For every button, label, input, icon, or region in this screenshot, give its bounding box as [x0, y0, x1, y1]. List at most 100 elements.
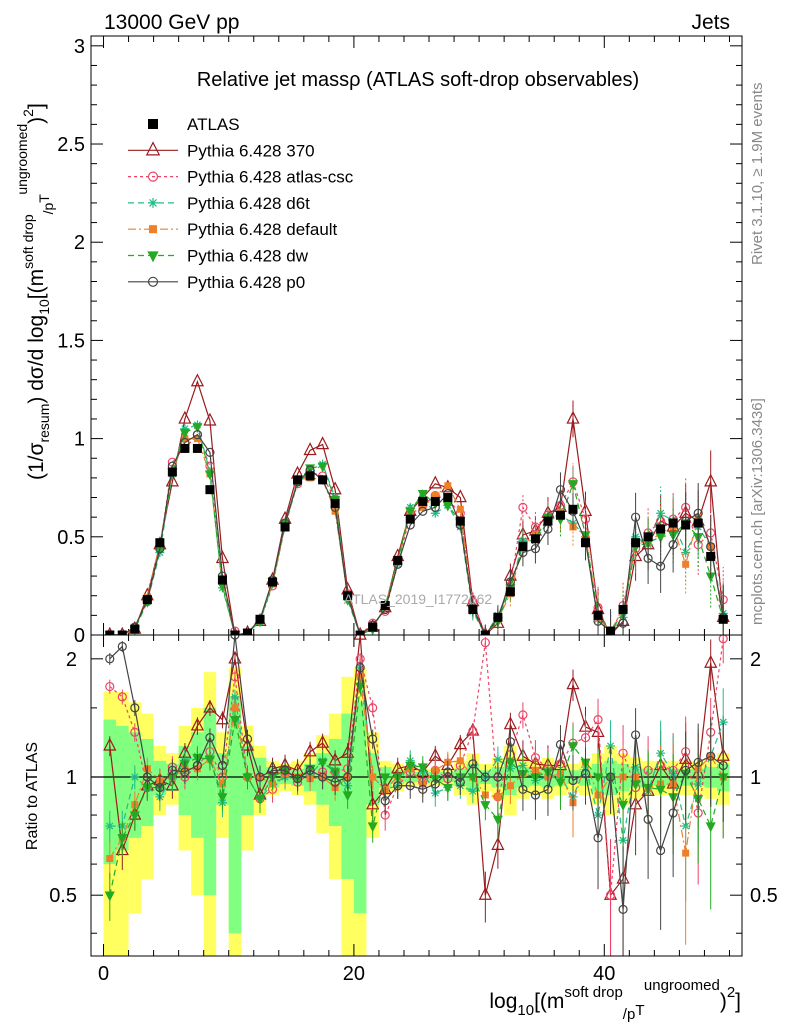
data-point-atlas	[293, 475, 303, 485]
ratio-point-pythia-6-428-370	[353, 635, 367, 640]
ratio-point-pythia-6-428-dw	[480, 801, 491, 811]
y-tick-label-main: 2.5	[57, 134, 85, 156]
data-point-atlas	[117, 630, 127, 635]
ratio-point-pythia-6-428-dw	[104, 891, 115, 902]
ratio-point-pythia-6-428-p0	[255, 772, 265, 782]
legend-marker-pythia-6-428-dw	[147, 251, 159, 263]
y-tick-label-ratio-right: 1	[750, 767, 761, 789]
data-point-pythia-6-428-370	[165, 473, 179, 487]
ratio-point-pythia-6-428-p0	[318, 772, 328, 782]
ratio-point-pythia-6-428-370	[453, 736, 467, 750]
ratio-point-pythia-6-428-dw	[630, 780, 641, 791]
legend: ATLAS Pythia 6.428 370 Pythia 6.428 atlas-…	[128, 115, 354, 292]
ratio-point-pythia-6-428-p0	[155, 782, 165, 793]
ratio-point-pythia-6-428-atlas-csc	[593, 715, 603, 725]
y-axis-label-part: ]	[25, 103, 48, 109]
legend-marker-pythia-6-428-p0	[147, 276, 159, 287]
data-point-pythia-6-428-default	[456, 505, 464, 513]
data-point-atlas	[155, 538, 165, 548]
data-point-pythia-6-428-370	[428, 475, 442, 489]
data-point-atlas	[418, 496, 428, 506]
data-point-pythia-6-428-d6t	[405, 502, 415, 512]
data-point-atlas	[606, 626, 616, 635]
data-point-atlas	[468, 604, 478, 614]
data-point-pythia-6-428-p0	[555, 485, 566, 495]
data-point-pythia-6-428-d6t	[180, 424, 190, 434]
data-point-atlas	[192, 443, 202, 453]
ratio-point-pythia-6-428-p0	[242, 734, 253, 744]
y-axis-label-ratio: Ratio to ATLAS	[24, 742, 41, 850]
legend-marker-pythia-6-428-d6t	[148, 197, 158, 208]
data-point-pythia-6-428-p0	[693, 508, 703, 518]
data-point-atlas	[593, 610, 603, 620]
y-axis-label-part: ) dσ/d log	[25, 315, 48, 404]
ratio-point-pythia-6-428-dw	[255, 795, 266, 805]
y-axis-label-part: 2	[20, 109, 36, 117]
ratio-point-pythia-6-428-dw	[505, 758, 516, 769]
ratio-point-pythia-6-428-p0	[343, 772, 353, 782]
data-point-pythia-6-428-dw	[655, 533, 666, 543]
ratio-point-pythia-6-428-default	[682, 849, 690, 857]
data-point-pythia-6-428-p0	[706, 542, 716, 552]
data-point-atlas	[631, 538, 641, 548]
ratio-point-pythia-6-428-atlas-csc	[368, 703, 378, 713]
data-point-pythia-6-428-dw	[417, 489, 428, 500]
series-line-pythia-6-428-370	[109, 379, 724, 635]
x-axis-label-part: ungroomed	[644, 977, 720, 994]
data-point-pythia-6-428-p0	[418, 506, 428, 516]
data-point-pythia-6-428-p0	[656, 561, 666, 571]
y-tick-label-ratio-right: 2	[750, 649, 761, 671]
ratio-point-pythia-6-428-atlas-csc	[117, 692, 127, 702]
ratio-point-pythia-6-428-370	[240, 737, 255, 751]
ratio-line-pythia-6-428-p0	[109, 635, 724, 910]
data-point-atlas	[242, 628, 252, 635]
ratio-point-pythia-6-428-370	[303, 743, 317, 757]
data-point-atlas	[443, 493, 453, 503]
y-tick-label-main: 3	[74, 36, 85, 58]
ratio-point-pythia-6-428-dw	[655, 785, 666, 796]
ratio-point-pythia-6-428-dw	[204, 755, 215, 766]
legend-label-pythia-6-428-dw: Pythia 6.428 dw	[187, 247, 309, 266]
x-axis-label-part: log	[489, 990, 517, 1013]
data-point-atlas	[480, 630, 490, 635]
data-point-atlas	[318, 475, 328, 485]
data-point-atlas	[656, 524, 666, 534]
ratio-point-pythia-6-428-p0	[618, 904, 628, 915]
ratio-point-pythia-6-428-p0	[180, 767, 190, 777]
ratio-point-pythia-6-428-d6t	[105, 821, 115, 831]
ratio-point-pythia-6-428-370	[215, 711, 230, 725]
ratio-point-pythia-6-428-dw	[555, 778, 566, 789]
y-tick-label-ratio: 1	[66, 767, 77, 789]
legend-label-pythia-6-428-370: Pythia 6.428 370	[187, 141, 315, 160]
ratio-point-pythia-6-428-p0	[418, 784, 428, 794]
data-point-pythia-6-428-dw	[567, 480, 578, 490]
ratio-point-pythia-6-428-dw	[593, 773, 604, 784]
ratio-point-pythia-6-428-d6t	[230, 692, 240, 702]
ratio-point-pythia-6-428-p0	[105, 654, 115, 664]
ratio-point-pythia-6-428-p0	[192, 760, 203, 771]
data-point-pythia-6-428-default	[444, 482, 452, 490]
ratio-point-pythia-6-428-default	[506, 782, 514, 790]
data-point-pythia-6-428-dw	[192, 423, 203, 433]
data-point-atlas	[430, 496, 440, 506]
header-right-label: Jets	[691, 11, 730, 34]
x-axis-label-part: soft drop	[564, 984, 622, 1001]
data-point-pythia-6-428-p0	[618, 618, 628, 628]
ratio-point-pythia-6-428-370	[203, 699, 217, 713]
ratio-point-pythia-6-428-dw	[342, 791, 353, 802]
x-tick-label: 0	[98, 963, 109, 985]
legend-label-atlas: ATLAS	[187, 115, 240, 134]
header-left-label: 13000 GeV pp	[104, 11, 239, 34]
ratio-point-pythia-6-428-p0	[117, 641, 127, 652]
ratio-point-pythia-6-428-370	[366, 796, 380, 810]
y-axis-label-part: /p	[40, 203, 56, 215]
ratio-point-pythia-6-428-p0	[706, 751, 716, 761]
data-point-atlas	[305, 471, 315, 481]
ratio-point-pythia-6-428-default	[106, 855, 114, 863]
ratio-point-pythia-6-428-dw	[129, 811, 140, 822]
data-point-pythia-6-428-370	[178, 410, 192, 424]
data-point-atlas	[130, 624, 140, 634]
legend-label-pythia-6-428-default: Pythia 6.428 default	[187, 220, 338, 239]
ratio-point-pythia-6-428-p0	[142, 772, 152, 782]
ratio-point-pythia-6-428-dw	[492, 815, 503, 826]
